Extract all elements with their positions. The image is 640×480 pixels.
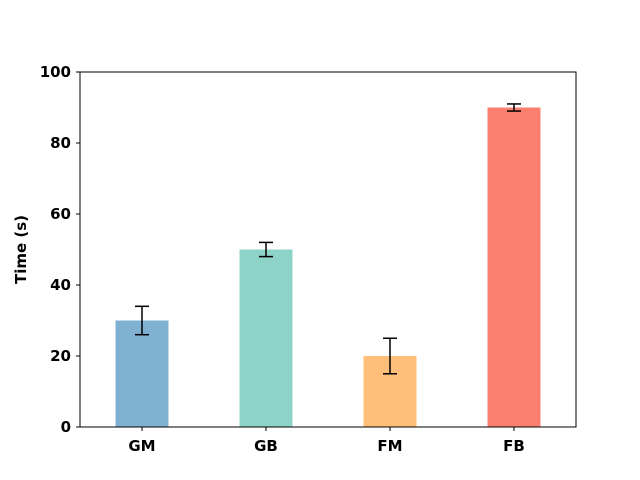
x-tick-label-fm: FM xyxy=(377,437,402,455)
y-tick-label: 60 xyxy=(50,205,71,223)
error-bars-layer xyxy=(135,103,521,375)
error-bar-fb xyxy=(507,103,521,112)
error-bar-gm xyxy=(135,305,149,336)
plot-frame xyxy=(79,71,577,428)
y-axis-title: Time (s) xyxy=(12,215,30,284)
x-tick-label-gb: GB xyxy=(254,437,278,455)
bars-layer xyxy=(115,107,541,427)
x-axis: GM GB FM FB xyxy=(128,427,525,455)
y-tick-label: 100 xyxy=(40,63,71,81)
y-tick-label: 0 xyxy=(61,418,71,436)
x-tick-label-gm: GM xyxy=(128,437,155,455)
bar-gb xyxy=(239,249,293,427)
x-tick-label-fb: FB xyxy=(503,437,525,455)
y-tick-label: 20 xyxy=(50,347,71,365)
error-bar-fm xyxy=(383,337,397,375)
bar-gm xyxy=(115,320,169,427)
y-tick-label: 40 xyxy=(50,276,71,294)
error-bar-gb xyxy=(259,241,273,258)
y-axis: 0 20 40 60 80 100 xyxy=(40,63,80,436)
bar-fb xyxy=(487,107,541,427)
y-tick-label: 80 xyxy=(50,134,71,152)
